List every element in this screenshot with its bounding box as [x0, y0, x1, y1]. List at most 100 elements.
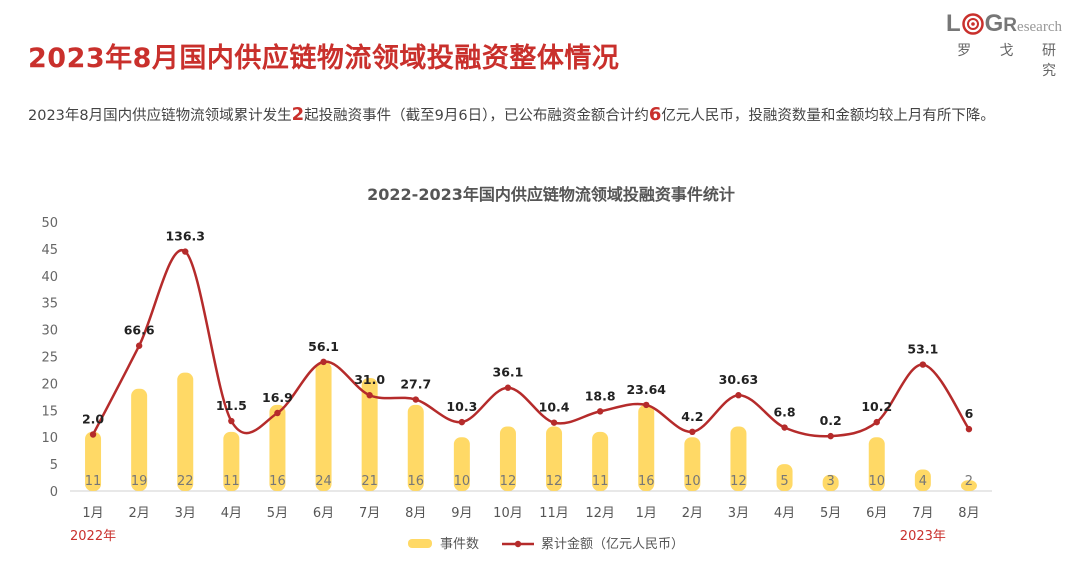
bar-value-label: 10: [684, 474, 701, 489]
bar: [499, 426, 516, 491]
bar: [407, 404, 424, 491]
bar-value-label: 12: [500, 474, 517, 489]
bar-value-label: 16: [269, 474, 286, 489]
page-title: 2023年8月国内供应链物流领域投融资整体情况: [28, 43, 620, 74]
x-tick-label: 9月: [451, 506, 472, 521]
x-tick-label: 8月: [405, 506, 426, 521]
line-value-label: 30.63: [719, 372, 759, 387]
x-tick-label: 11月: [539, 506, 569, 521]
bar: [776, 464, 793, 491]
year-label: 2022年: [70, 529, 116, 544]
line-point: [274, 409, 281, 417]
bar-value-label: 4: [919, 474, 927, 489]
line-value-label: 66.6: [124, 323, 155, 338]
x-tick-label: 7月: [359, 506, 380, 521]
x-tick-label: 1月: [636, 506, 657, 521]
bar-value-label: 24: [315, 474, 332, 489]
x-tick-label: 3月: [728, 506, 749, 521]
bar: [177, 372, 194, 491]
bar-value-label: 12: [730, 474, 747, 489]
y-tick-label: 45: [41, 243, 58, 258]
line-value-label: 11.5: [216, 398, 247, 413]
year-label: 2023年: [900, 529, 946, 544]
line-point: [965, 425, 973, 433]
line-point: [89, 431, 97, 438]
line-value-label: 136.3: [165, 229, 205, 244]
bar: [684, 437, 701, 491]
line-point: [504, 384, 512, 391]
bar: [223, 431, 240, 491]
line-point: [550, 419, 558, 426]
bar-value-label: 22: [177, 474, 194, 489]
line-point: [919, 361, 927, 368]
x-tick-label: 2月: [682, 506, 703, 521]
line-point: [320, 358, 327, 366]
legend-line-label: 累计金额（亿元人民币）: [541, 536, 684, 552]
line-value-label: 10.4: [539, 400, 570, 415]
line-value-label: 56.1: [308, 339, 339, 354]
x-tick-label: 5月: [820, 506, 841, 521]
bar: [546, 426, 563, 491]
x-tick-label: 6月: [313, 506, 334, 521]
line-point: [827, 432, 834, 440]
line-value-label: 0.2: [820, 413, 842, 428]
line-point: [873, 418, 880, 426]
line-value-label: 27.7: [400, 377, 431, 392]
bar-value-label: 11: [85, 474, 102, 489]
bar: [822, 474, 839, 491]
bar-value-label: 11: [223, 474, 240, 489]
line-value-label: 10.3: [446, 399, 477, 414]
bar: [960, 480, 977, 491]
line-point: [366, 392, 373, 399]
x-tick-label: 2月: [129, 506, 150, 521]
y-tick-label: 15: [41, 404, 58, 419]
x-tick-label: 6月: [866, 506, 887, 521]
y-tick-label: 0: [50, 485, 58, 500]
line-point: [458, 418, 466, 426]
y-tick-label: 5: [50, 458, 58, 473]
bar-value-label: 16: [638, 474, 655, 489]
x-tick-label: 4月: [221, 506, 242, 521]
line-value-label: 10.2: [861, 399, 892, 414]
x-tick-label: 10月: [493, 506, 523, 521]
bar: [638, 404, 655, 491]
bar: [315, 361, 332, 491]
bar: [868, 437, 885, 491]
line-point: [135, 342, 143, 349]
bar: [730, 426, 747, 491]
x-tick-label: 5月: [267, 506, 288, 521]
summary-part2: 起投融资事件（截至9月6日），已公布融资金额合计约: [304, 108, 649, 124]
y-tick-label: 20: [41, 377, 58, 392]
summary-event-count: 2: [291, 104, 305, 125]
y-tick-label: 35: [41, 297, 58, 312]
line-point: [643, 401, 650, 409]
line-point: [735, 392, 742, 399]
bar: [914, 469, 931, 491]
bar: [453, 437, 470, 491]
line-value-label: 6: [965, 406, 974, 421]
y-tick-label: 10: [41, 431, 58, 446]
bar-value-label: 21: [361, 474, 378, 489]
line-value-label: 31.0: [354, 372, 385, 387]
line-point: [412, 396, 419, 403]
bar-value-label: 16: [407, 474, 424, 489]
bar-value-label: 2: [965, 474, 973, 489]
line-point: [596, 408, 604, 415]
legend-bar-swatch: [408, 539, 432, 548]
y-tick-label: 50: [41, 216, 58, 231]
bar-value-label: 3: [827, 474, 835, 489]
bar: [592, 431, 609, 491]
bar-value-label: 10: [454, 474, 471, 489]
line-point: [689, 428, 696, 436]
line-value-label: 53.1: [907, 342, 938, 357]
summary-part1: 2023年8月国内供应链物流领域累计发生: [28, 108, 292, 124]
legend-line-marker: [514, 540, 522, 548]
line-point: [228, 417, 235, 425]
bar: [269, 404, 286, 491]
chart-title: 2022-2023年国内供应链物流领域投融资事件统计: [367, 185, 735, 204]
x-tick-label: 3月: [175, 506, 196, 521]
x-tick-label: 7月: [912, 506, 933, 521]
line-value-label: 16.9: [262, 390, 293, 405]
